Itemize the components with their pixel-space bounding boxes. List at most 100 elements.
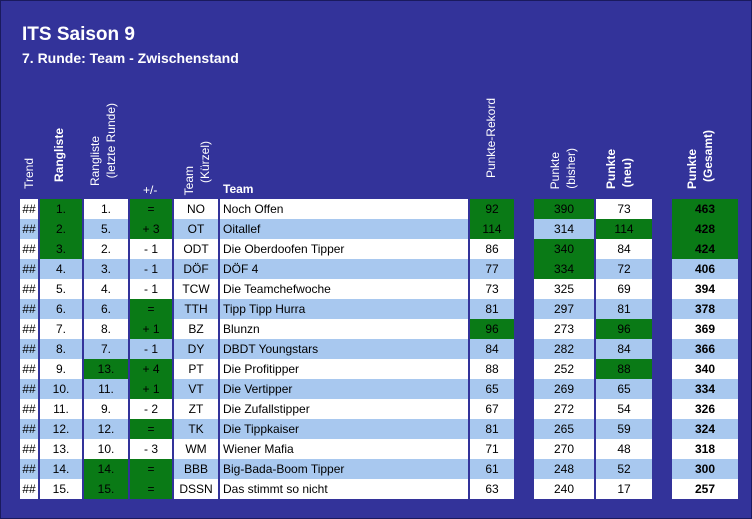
points-total-cell: 300 (672, 459, 738, 479)
team-name-cell: Wiener Mafia (220, 439, 468, 459)
diff-cell: - 3 (130, 439, 172, 459)
points-new-cell: 69 (596, 279, 652, 299)
header-rangliste-letzte-2: (letzte Runde) (104, 103, 118, 179)
header-neu-1: Punkte (604, 149, 618, 190)
points-total-cell: 334 (672, 379, 738, 399)
points-total-cell: 378 (672, 299, 738, 319)
abbr-cell: ODT (174, 239, 218, 259)
prev-rank-cell: 6. (84, 299, 128, 319)
record-cell: 77 (470, 259, 514, 279)
points-total-cell: 318 (672, 439, 738, 459)
prev-rank-cell: 1. (84, 199, 128, 219)
trend-cell: ## (20, 459, 38, 479)
points-total-cell: 394 (672, 279, 738, 299)
header-neu-2: (neu) (620, 158, 634, 188)
record-cell: 88 (470, 359, 514, 379)
points-new-cell: 48 (596, 439, 652, 459)
abbr-cell: ZT (174, 399, 218, 419)
points-previous-cell: 340 (534, 239, 594, 259)
diff-cell: + 1 (130, 319, 172, 339)
rank-cell: 6. (40, 299, 82, 319)
diff-cell: - 1 (130, 239, 172, 259)
diff-cell: - 1 (130, 259, 172, 279)
points-new-cell: 72 (596, 259, 652, 279)
abbr-cell: TCW (174, 279, 218, 299)
points-new-cell: 17 (596, 479, 652, 499)
diff-cell: = (130, 299, 172, 319)
header-team: Team (223, 182, 254, 196)
abbr-cell: TTH (174, 299, 218, 319)
rank-cell: 4. (40, 259, 82, 279)
rank-cell: 2. (40, 219, 82, 239)
diff-cell: + 4 (130, 359, 172, 379)
points-total-cell: 463 (672, 199, 738, 219)
abbr-cell: DÖF (174, 259, 218, 279)
table-row: ## 6. 6. = TTH Tipp Tipp Hurra 81 297 81 378 (20, 299, 738, 319)
points-total-cell: 340 (672, 359, 738, 379)
trend-cell: ## (20, 439, 38, 459)
table-row: ## 7. 8. + 1 BZ Blunzn 96 273 96 369 (20, 319, 738, 339)
abbr-cell: DY (174, 339, 218, 359)
table-row: ## 3. 2. - 1 ODT Die Oberdoofen Tipper 86 340 84… (20, 239, 738, 259)
points-new-cell: 52 (596, 459, 652, 479)
rank-cell: 8. (40, 339, 82, 359)
header-gesamt-2: (Gesamt) (701, 130, 715, 183)
prev-rank-cell: 3. (84, 259, 128, 279)
diff-cell: = (130, 479, 172, 499)
header-rangliste: Rangliste (52, 128, 66, 183)
record-cell: 114 (470, 219, 514, 239)
header-bisher-1: Punkte (548, 152, 562, 190)
points-total-cell: 324 (672, 419, 738, 439)
team-name-cell: Die Oberdoofen Tipper (220, 239, 468, 259)
points-new-cell: 65 (596, 379, 652, 399)
diff-cell: + 3 (130, 219, 172, 239)
record-cell: 81 (470, 419, 514, 439)
rank-cell: 5. (40, 279, 82, 299)
points-new-cell: 114 (596, 219, 652, 239)
prev-rank-cell: 12. (84, 419, 128, 439)
team-name-cell: Die Teamchefwoche (220, 279, 468, 299)
rank-cell: 9. (40, 359, 82, 379)
trend-cell: ## (20, 259, 38, 279)
abbr-cell: WM (174, 439, 218, 459)
points-total-cell: 424 (672, 239, 738, 259)
prev-rank-cell: 11. (84, 379, 128, 399)
abbr-cell: BBB (174, 459, 218, 479)
points-total-cell: 428 (672, 219, 738, 239)
record-cell: 81 (470, 299, 514, 319)
record-cell: 84 (470, 339, 514, 359)
trend-cell: ## (20, 319, 38, 339)
team-name-cell: Die Tippkaiser (220, 419, 468, 439)
team-name-cell: Blunzn (220, 319, 468, 339)
points-previous-cell: 240 (534, 479, 594, 499)
points-previous-cell: 390 (534, 199, 594, 219)
rank-cell: 11. (40, 399, 82, 419)
header-rekord: Punkte-Rekord (484, 98, 498, 179)
points-previous-cell: 269 (534, 379, 594, 399)
abbr-cell: PT (174, 359, 218, 379)
trend-cell: ## (20, 219, 38, 239)
record-cell: 73 (470, 279, 514, 299)
team-name-cell: Noch Offen (220, 199, 468, 219)
page-subtitle: 7. Runde: Team - Zwischenstand (22, 50, 239, 66)
table-row: ## 9. 13. + 4 PT Die Profitipper 88 252 88 340 (20, 359, 738, 379)
points-new-cell: 81 (596, 299, 652, 319)
diff-cell: - 1 (130, 339, 172, 359)
table-row: ## 5. 4. - 1 TCW Die Teamchefwoche 73 325 69 394 (20, 279, 738, 299)
points-previous-cell: 334 (534, 259, 594, 279)
trend-cell: ## (20, 419, 38, 439)
table-row: ## 11. 9. - 2 ZT Die Zufallstipper 67 272 54 326 (20, 399, 738, 419)
points-new-cell: 54 (596, 399, 652, 419)
team-name-cell: Die Zufallstipper (220, 399, 468, 419)
trend-cell: ## (20, 379, 38, 399)
points-new-cell: 84 (596, 339, 652, 359)
rank-cell: 15. (40, 479, 82, 499)
diff-cell: + 1 (130, 379, 172, 399)
points-previous-cell: 297 (534, 299, 594, 319)
header-diff: +/- (143, 183, 158, 197)
abbr-cell: NO (174, 199, 218, 219)
table-row: ## 15. 15. = DSSN Das stimmt so nicht 63 240 17 2… (20, 479, 738, 499)
prev-rank-cell: 8. (84, 319, 128, 339)
prev-rank-cell: 2. (84, 239, 128, 259)
table-row: ## 10. 11. + 1 VT Die Vertipper 65 269 65 334 (20, 379, 738, 399)
